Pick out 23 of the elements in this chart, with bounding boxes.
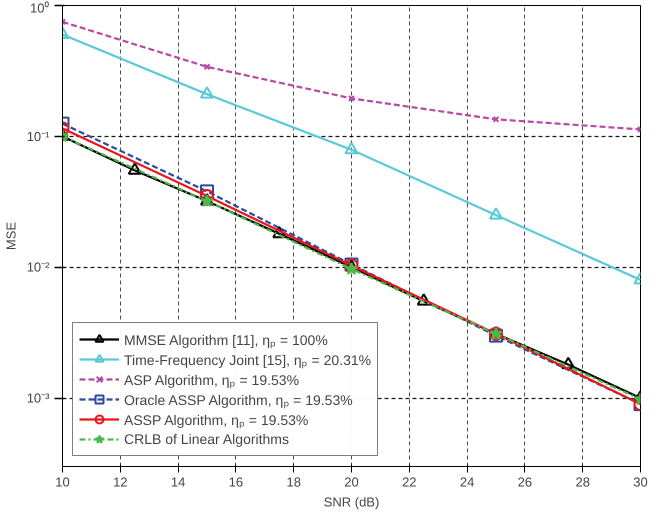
- y-tick-label: 10⁻²: [26, 260, 50, 275]
- x-tick-label: 18: [286, 474, 301, 490]
- x-axis-title: SNR (dB): [324, 494, 380, 510]
- legend-label: CRLB of Linear Algorithms: [124, 430, 289, 448]
- x-tick-label: 14: [170, 474, 186, 490]
- legend-label: Time-Frequency Joint [15], ηₚ = 20.31%: [124, 350, 372, 368]
- y-tick-label: 10⁻¹: [26, 128, 50, 144]
- y-tick-label: 10⁻³: [26, 390, 50, 406]
- x-tick-label: 12: [113, 474, 128, 490]
- x-tick-label: 22: [402, 474, 417, 490]
- y-axis-title: MSE: [4, 222, 19, 250]
- y-tick-label: 10⁰: [30, 0, 50, 16]
- x-tick-label: 16: [228, 474, 244, 490]
- x-tick-label: 26: [518, 474, 532, 490]
- x-tick-label: 28: [575, 474, 590, 490]
- legend-label: ASP Algorithm, ηₚ = 19.53%: [124, 370, 300, 388]
- x-tick-label: 24: [460, 474, 474, 490]
- legend-label: MMSE Algorithm [11], ηₚ = 100%: [124, 330, 328, 348]
- legend-label: Oracle ASSP Algorithm, ηₚ = 19.53%: [124, 390, 353, 408]
- legend-label: ASSP Algorithm, ηₚ = 19.53%: [124, 410, 308, 428]
- x-tick-label: 30: [633, 474, 648, 490]
- x-tick-label: 20: [344, 474, 359, 490]
- x-tick-label: 10: [55, 474, 70, 490]
